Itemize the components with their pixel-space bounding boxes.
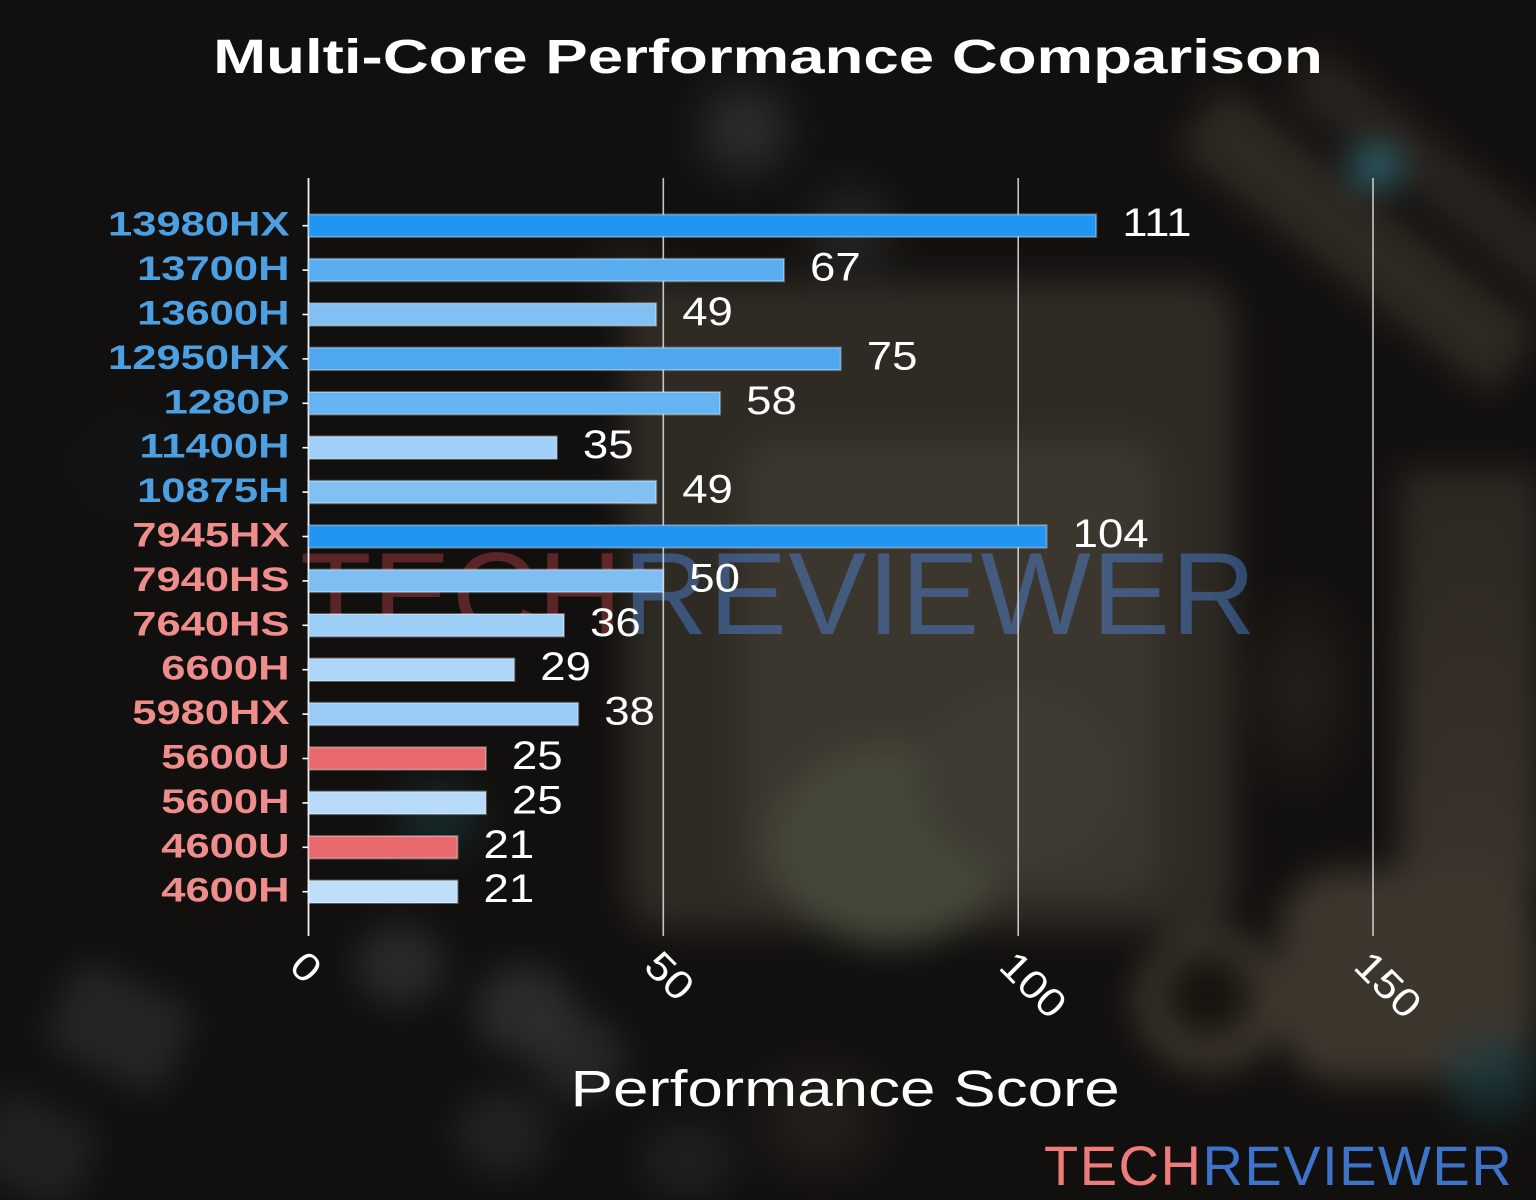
svg-text:111: 111 bbox=[1122, 201, 1191, 246]
svg-text:11400H: 11400H bbox=[139, 428, 289, 465]
svg-text:10875H: 10875H bbox=[137, 472, 289, 509]
svg-text:50: 50 bbox=[636, 943, 703, 1010]
svg-text:5600U: 5600U bbox=[161, 739, 289, 776]
svg-text:13600H: 13600H bbox=[137, 295, 289, 332]
svg-text:100: 100 bbox=[991, 943, 1075, 1027]
svg-text:21: 21 bbox=[484, 867, 535, 912]
svg-text:67: 67 bbox=[810, 245, 861, 290]
svg-text:7940HS: 7940HS bbox=[132, 561, 289, 598]
svg-text:29: 29 bbox=[540, 645, 591, 690]
svg-text:75: 75 bbox=[867, 334, 918, 379]
svg-text:49: 49 bbox=[682, 467, 733, 512]
svg-text:36: 36 bbox=[590, 600, 641, 645]
svg-text:25: 25 bbox=[512, 778, 563, 823]
svg-text:5980HX: 5980HX bbox=[132, 694, 289, 731]
svg-text:58: 58 bbox=[746, 378, 797, 423]
svg-text:4600H: 4600H bbox=[161, 872, 289, 909]
svg-text:5600H: 5600H bbox=[161, 783, 289, 820]
svg-text:0: 0 bbox=[282, 943, 331, 992]
svg-text:12950HX: 12950HX bbox=[108, 339, 289, 376]
svg-text:7945HX: 7945HX bbox=[132, 517, 289, 554]
svg-text:7640HS: 7640HS bbox=[132, 606, 289, 643]
svg-text:4600U: 4600U bbox=[161, 828, 289, 865]
svg-text:50: 50 bbox=[689, 556, 740, 601]
svg-text:38: 38 bbox=[604, 689, 655, 734]
svg-text:21: 21 bbox=[484, 822, 535, 867]
svg-text:150: 150 bbox=[1346, 943, 1430, 1027]
svg-text:6600H: 6600H bbox=[161, 650, 289, 687]
svg-text:25: 25 bbox=[512, 734, 563, 779]
svg-text:1280P: 1280P bbox=[164, 384, 290, 421]
svg-text:104: 104 bbox=[1073, 512, 1149, 557]
svg-text:35: 35 bbox=[583, 423, 634, 468]
svg-text:13700H: 13700H bbox=[137, 250, 289, 287]
svg-text:13980HX: 13980HX bbox=[108, 206, 289, 243]
svg-text:49: 49 bbox=[682, 290, 733, 335]
